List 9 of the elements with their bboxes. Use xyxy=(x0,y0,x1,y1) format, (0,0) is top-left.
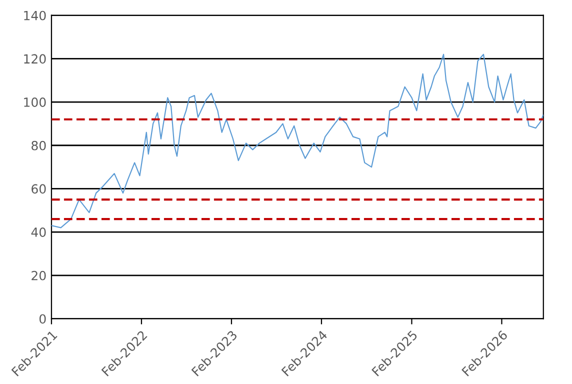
y-tick-label: 60 xyxy=(32,184,46,194)
y-tick-label: 100 xyxy=(24,98,46,107)
y-tick-label: 20 xyxy=(32,270,46,280)
y-tick-label: 80 xyxy=(32,140,46,150)
line-series xyxy=(51,54,544,228)
y-tick-label: 140 xyxy=(24,10,46,20)
y-tick-label: 40 xyxy=(31,228,46,237)
y-tick-label: 120 xyxy=(24,54,46,64)
y-tick-label: 0 xyxy=(39,314,46,324)
